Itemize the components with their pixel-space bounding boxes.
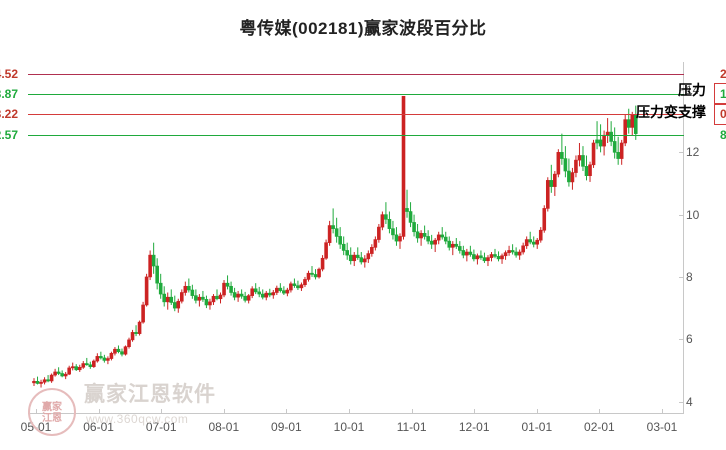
level-value-label: 12.57 xyxy=(0,127,18,142)
y-tick-label: 10 xyxy=(686,207,700,222)
y-tick-mark xyxy=(679,401,684,403)
x-tick-label: 01-01 xyxy=(521,420,553,434)
x-tick-mark xyxy=(286,409,288,414)
y-tick-label: 6 xyxy=(686,332,693,347)
x-tick-mark xyxy=(161,409,163,414)
x-tick-label: 07-01 xyxy=(145,420,177,434)
y-tick-mark xyxy=(679,276,684,278)
x-tick-label: 06-01 xyxy=(83,420,114,434)
watermark-url: www.360qcw.com xyxy=(86,412,189,426)
candlestick-series xyxy=(32,95,638,388)
level-percent-label: 25.0% xyxy=(720,66,726,81)
annotation-pressure: 压力 xyxy=(678,82,706,99)
y-tick-mark xyxy=(679,339,684,341)
level-line xyxy=(28,134,684,136)
watermark-brand: 赢家江恩软件 xyxy=(84,383,216,406)
y-tick-mark xyxy=(679,152,684,154)
y-tick-label: 8 xyxy=(686,269,693,284)
x-tick-mark xyxy=(662,409,663,414)
y-axis xyxy=(683,62,684,414)
percent-highlight-box-125 xyxy=(714,83,726,106)
y-tick-mark xyxy=(679,214,684,216)
x-axis xyxy=(28,413,684,414)
watermark-seal-line2: 江恩 xyxy=(42,413,62,424)
level-percent-label: 12.5% xyxy=(720,87,726,102)
watermark-seal-icon: 赢家 江恩 xyxy=(28,388,76,436)
level-line xyxy=(28,114,684,116)
x-tick-mark xyxy=(349,409,350,414)
x-tick-label: 10-01 xyxy=(333,420,365,434)
y-tick-label: 12 xyxy=(686,145,700,160)
y-tick-mark xyxy=(679,90,684,92)
x-tick-label: 12-01 xyxy=(458,420,490,434)
level-line xyxy=(28,94,684,96)
x-tick-label: 03-01 xyxy=(646,420,678,434)
level-percent-label: 0.0% xyxy=(720,107,726,122)
level-line xyxy=(28,73,684,75)
level-value-label: 13.87 xyxy=(0,87,18,102)
x-tick-mark xyxy=(599,409,601,414)
y-tick-label: 4 xyxy=(686,394,693,409)
x-tick-mark xyxy=(474,409,476,414)
percent-highlight-box-0 xyxy=(714,103,726,126)
x-tick-mark xyxy=(411,409,413,414)
x-tick-label: 11-01 xyxy=(396,420,427,434)
x-tick-mark xyxy=(536,409,538,414)
annotation-pressure-turn-support: 压力变支撑 xyxy=(636,104,706,121)
x-tick-label: 02-01 xyxy=(584,420,615,434)
x-tick-mark xyxy=(98,409,100,414)
x-tick-mark xyxy=(223,409,225,414)
plot-area: 4 6 8 10 12 14 05-01 06-01 07-01 08-01 09-01 10-01… xyxy=(0,62,726,434)
x-tick-label: 08-01 xyxy=(208,420,240,434)
level-percent-label: 87.5% xyxy=(720,127,726,142)
y-tick-label: 14 xyxy=(686,83,700,98)
x-tick-label: 09-01 xyxy=(271,420,302,434)
page-title: 粤传媒(002181)赢家波段百分比 xyxy=(239,19,487,38)
level-value-label: 13.22 xyxy=(0,107,18,122)
level-value-label: 14.52 xyxy=(0,66,18,81)
watermark-seal-line1: 赢家 xyxy=(42,402,62,413)
